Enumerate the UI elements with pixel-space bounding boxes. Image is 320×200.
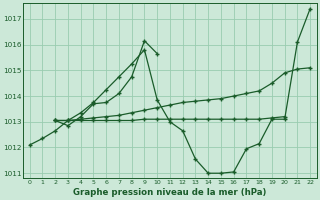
X-axis label: Graphe pression niveau de la mer (hPa): Graphe pression niveau de la mer (hPa) — [73, 188, 267, 197]
